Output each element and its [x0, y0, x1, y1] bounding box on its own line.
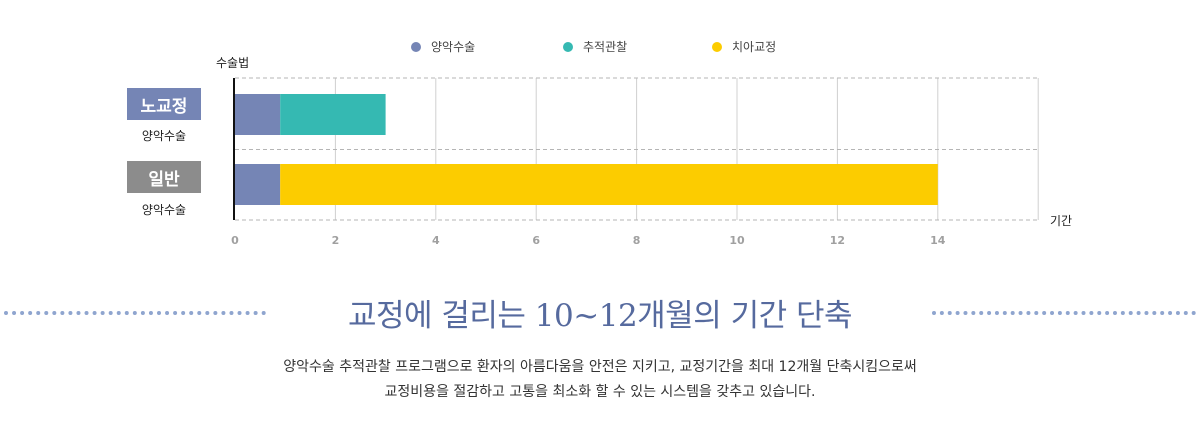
bars	[235, 94, 938, 205]
legend-label: 치아교정	[732, 40, 777, 54]
x-tick-label: 12	[830, 234, 845, 247]
chart-canvas: 0 2 4 6 8 10 12 14	[231, 77, 1039, 247]
category-badge-no-ortho: 노교정	[127, 88, 201, 120]
headline: 교정에 걸리는 10~12개월의 기간 단축	[347, 298, 853, 334]
grid-lines	[235, 77, 1039, 221]
headline-section: 교정에 걸리는 10~12개월의 기간 단축	[0, 290, 1200, 340]
x-tick-label: 6	[532, 234, 540, 247]
category-sublabel: 양악수술	[141, 203, 187, 217]
bar-segment	[280, 164, 938, 205]
legend-dot-icon	[712, 41, 722, 52]
y-axis-title: 수술법	[216, 56, 250, 70]
x-axis-ticks: 0 2 4 6 8 10 12 14	[231, 234, 946, 247]
x-tick-label: 14	[930, 234, 946, 247]
legend-item-orthodontics: 치아교정	[712, 38, 776, 55]
bar-segment	[235, 94, 281, 135]
description-line-1: 양악수술 추적관찰 프로그램으로 환자의 아름다움을 안전은 지키고, 교정기간…	[283, 359, 917, 375]
legend-label: 양악수술	[431, 40, 476, 54]
legend-dot-icon	[411, 41, 421, 52]
bar-segment	[280, 94, 386, 135]
divider-dots-left	[4, 311, 266, 315]
description-line-2: 교정비용을 절감하고 고통을 최소화 할 수 있는 시스템을 갖추고 있습니다.	[384, 384, 816, 400]
legend-item-surgery: 양악수술	[411, 38, 475, 55]
category-sublabel: 양악수술	[141, 129, 187, 143]
x-tick-label: 2	[332, 234, 340, 247]
legend-item-followup: 추적관찰	[563, 38, 627, 55]
bar-segment	[235, 164, 281, 205]
category-badge-general: 일반	[127, 161, 201, 193]
x-tick-label: 8	[633, 234, 641, 247]
x-tick-label: 4	[432, 234, 440, 247]
divider-dots-right	[932, 311, 1196, 315]
x-tick-label: 0	[231, 234, 239, 247]
legend-dot-icon	[563, 41, 573, 52]
x-axis-title: 기간	[1050, 214, 1073, 228]
x-tick-label: 10	[729, 234, 745, 247]
legend-label: 추적관찰	[583, 40, 628, 54]
